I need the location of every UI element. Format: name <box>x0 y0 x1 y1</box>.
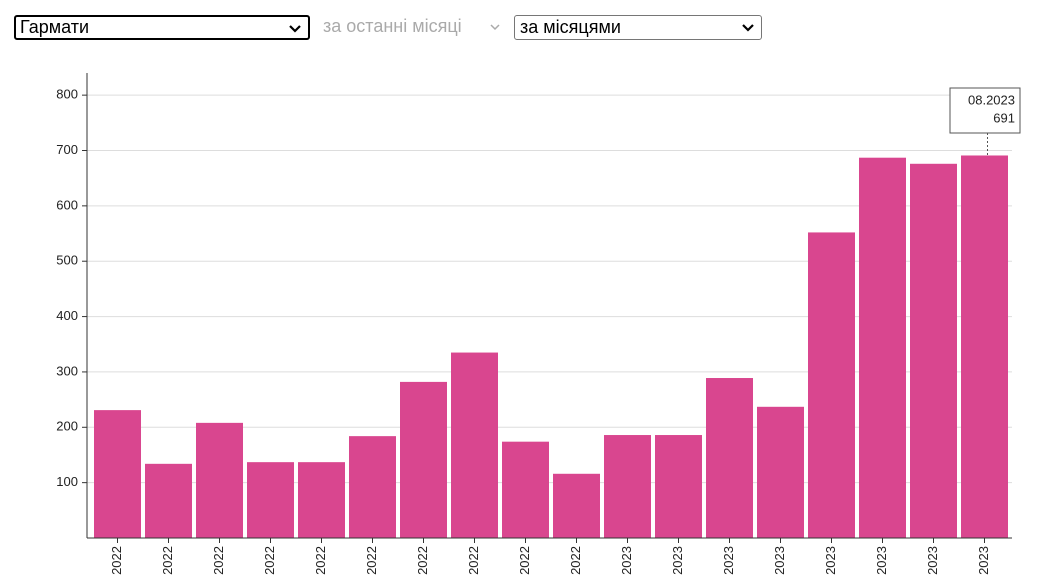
x-tick-label: 2022 <box>568 546 583 575</box>
y-tick-label: 400 <box>56 308 78 323</box>
chevron <box>289 25 301 33</box>
bar <box>451 352 498 538</box>
grouping-select[interactable]: за місяцями <box>514 15 762 40</box>
x-tick-label: 2023 <box>670 546 685 575</box>
select-value: за останні місяці <box>323 16 462 36</box>
x-tick-label: 2022 <box>262 546 277 575</box>
x-tick-label: 2022 <box>160 546 175 575</box>
bar <box>145 463 192 538</box>
bar <box>910 163 957 539</box>
x-tick-label: 2022 <box>466 546 481 575</box>
x-tick-label: 2022 <box>364 546 379 575</box>
bar <box>196 422 243 538</box>
bar <box>247 462 294 538</box>
bar <box>961 155 1008 538</box>
y-tick-label: 200 <box>56 419 78 434</box>
bar <box>655 435 702 538</box>
bar <box>604 435 651 538</box>
tooltip-box <box>949 87 1021 134</box>
select-value: за місяцями <box>520 17 621 37</box>
bar <box>757 406 804 538</box>
x-tick-label: 2022 <box>415 546 430 575</box>
x-tick-label: 2023 <box>772 546 787 575</box>
x-tick-label: 2022 <box>313 546 328 575</box>
tooltip-value: 691 <box>993 110 1015 125</box>
bar <box>859 157 906 539</box>
bar <box>349 436 396 538</box>
bar <box>502 441 549 538</box>
bar <box>400 381 447 538</box>
x-tick-label: 2023 <box>823 546 838 575</box>
y-tick-label: 300 <box>56 363 78 378</box>
bar <box>298 462 345 538</box>
tooltip-date: 08.2023 <box>968 92 1015 107</box>
y-tick-label: 600 <box>56 197 78 212</box>
y-tick-label: 500 <box>56 253 78 268</box>
period-select: за останні місяці <box>318 15 508 40</box>
x-tick-label: 2023 <box>874 546 889 575</box>
x-tick-label: 2022 <box>211 546 226 575</box>
x-tick-label: 2023 <box>619 546 634 575</box>
x-tick-label: 2022 <box>109 546 124 575</box>
bar <box>706 378 753 538</box>
x-tick-label: 2023 <box>925 546 940 575</box>
x-tick-label: 2023 <box>976 546 991 575</box>
y-tick-label: 100 <box>56 474 78 489</box>
x-tick-label: 2022 <box>517 546 532 575</box>
chevron <box>742 24 754 32</box>
weapon-select[interactable]: Гармати <box>14 15 310 40</box>
bar <box>94 410 141 538</box>
y-tick-label: 700 <box>56 142 78 157</box>
chevron <box>490 24 500 31</box>
bar <box>553 473 600 538</box>
bar <box>808 232 855 538</box>
y-tick-label: 800 <box>56 87 78 102</box>
x-tick-label: 2023 <box>721 546 736 575</box>
select-value: Гармати <box>20 17 90 37</box>
